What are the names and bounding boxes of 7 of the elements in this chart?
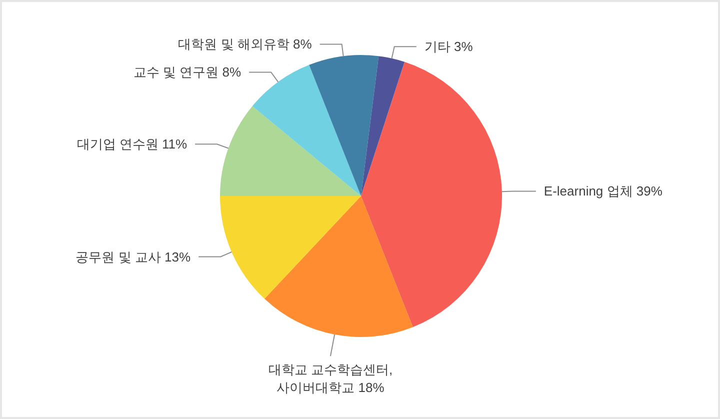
slice-label: E-learning 업체 39% bbox=[544, 184, 663, 199]
slice-label: 대기업 연수원 11% bbox=[76, 136, 188, 152]
slice-label: 대학교 교수학습센터, 사이버대학교 18% bbox=[268, 362, 393, 396]
slice-label: 기타 3% bbox=[424, 39, 474, 54]
slice-label: 교수 및 연구원 8% bbox=[133, 64, 242, 80]
slice-label: 공무원 및 교사 13% bbox=[76, 249, 192, 264]
slice-label: 대학원 및 해외유학 8% bbox=[178, 36, 312, 52]
